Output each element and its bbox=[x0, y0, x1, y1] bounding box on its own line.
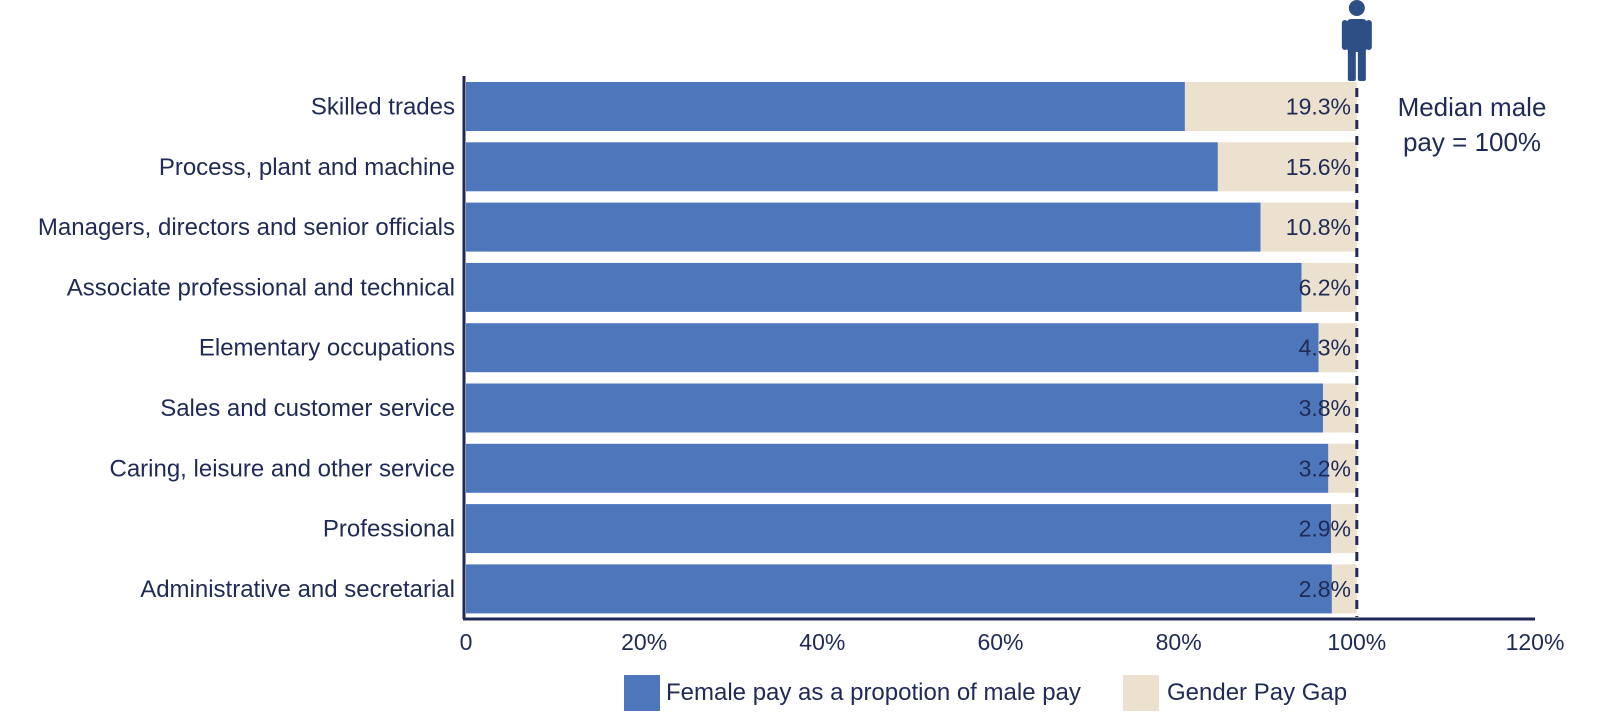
category-label-skilled-trades: Skilled trades bbox=[311, 94, 455, 121]
category-labels: Skilled trades Process, plant and machine… bbox=[38, 94, 455, 603]
legend-swatch-female-pay bbox=[624, 675, 660, 711]
female-pay-bar-sales-and-customer-service bbox=[466, 383, 1323, 433]
female-pay-bar-associate-professional-and-technical bbox=[466, 262, 1302, 312]
legend: Female pay as a propotion of male pay Ge… bbox=[624, 675, 1347, 711]
category-label-process-plant-and-machine: Process, plant and machine bbox=[159, 154, 455, 181]
x-tick-label-20: 20% bbox=[621, 629, 667, 655]
category-label-administrative-and-secretarial: Administrative and secretarial bbox=[140, 576, 455, 603]
gap-value-label-associate-professional-and-technical: 6.2% bbox=[1299, 274, 1351, 300]
category-label-managers-directors-and-senior-officials: Managers, directors and senior officials bbox=[38, 214, 455, 241]
x-tick-labels: 0 20% 40% 60% 80% 100% 120% bbox=[460, 629, 1565, 655]
x-tick-label-120: 120% bbox=[1506, 629, 1565, 655]
female-pay-bar-administrative-and-secretarial bbox=[466, 564, 1332, 614]
x-tick-label-80: 80% bbox=[1156, 629, 1202, 655]
gap-value-label-skilled-trades: 19.3% bbox=[1286, 94, 1351, 120]
gender-gap-bar-caring-leisure-and-other-service bbox=[1328, 443, 1357, 493]
x-tick-label-40: 40% bbox=[799, 629, 845, 655]
gap-value-label-managers-directors-and-senior-officials: 10.8% bbox=[1286, 214, 1351, 240]
legend-swatch-gender-pay-gap bbox=[1123, 675, 1159, 711]
gap-value-label-sales-and-customer-service: 3.8% bbox=[1299, 395, 1351, 421]
category-label-sales-and-customer-service: Sales and customer service bbox=[160, 395, 455, 422]
x-tick-label-100: 100% bbox=[1327, 629, 1386, 655]
legend-label-female-pay: Female pay as a propotion of male pay bbox=[666, 679, 1081, 706]
reference-label-line-2: pay = 100% bbox=[1403, 127, 1541, 157]
gap-value-label-administrative-and-secretarial: 2.8% bbox=[1299, 576, 1351, 602]
gap-value-label-process-plant-and-machine: 15.6% bbox=[1286, 154, 1351, 180]
gender-gap-bar-elementary-occupations bbox=[1318, 323, 1357, 373]
gender-gap-bar-professional bbox=[1330, 504, 1357, 554]
gender-gap-bar-associate-professional-and-technical bbox=[1301, 262, 1357, 312]
gap-value-label-professional: 2.9% bbox=[1299, 516, 1351, 542]
female-pay-bar-professional bbox=[466, 504, 1331, 554]
bars-layer bbox=[466, 82, 1357, 614]
category-label-professional: Professional bbox=[323, 516, 455, 543]
gap-value-labels: 19.3% 15.6% 10.8% 6.2% 4.3% 3.8% 3.2% 2.9% 2.8% bbox=[1286, 94, 1351, 602]
reference-label-line-1: Median male bbox=[1398, 92, 1547, 122]
category-label-elementary-occupations: Elementary occupations bbox=[199, 335, 455, 362]
gender-gap-bar-managers-directors-and-senior-officials bbox=[1260, 202, 1357, 252]
legend-label-gender-pay-gap: Gender Pay Gap bbox=[1167, 679, 1347, 706]
male-person-icon bbox=[1341, 0, 1372, 81]
female-pay-bar-elementary-occupations bbox=[466, 323, 1319, 373]
female-pay-bar-skilled-trades bbox=[466, 82, 1185, 131]
category-label-caring-leisure-and-other-service: Caring, leisure and other service bbox=[109, 455, 455, 482]
female-pay-bar-managers-directors-and-senior-officials bbox=[466, 202, 1261, 252]
x-tick-label-60: 60% bbox=[977, 629, 1023, 655]
axes bbox=[462, 76, 1535, 621]
gender-gap-bar-sales-and-customer-service bbox=[1322, 383, 1357, 433]
female-pay-bar-process-plant-and-machine bbox=[466, 142, 1218, 192]
gap-value-label-elementary-occupations: 4.3% bbox=[1299, 335, 1351, 361]
reference-marker: Median male pay = 100% bbox=[1341, 0, 1547, 617]
gender-gap-bar-administrative-and-secretarial bbox=[1331, 564, 1357, 614]
gender-gap-bar-process-plant-and-machine bbox=[1217, 142, 1357, 192]
category-label-associate-professional-and-technical: Associate professional and technical bbox=[67, 274, 455, 301]
gap-value-label-caring-leisure-and-other-service: 3.2% bbox=[1299, 455, 1351, 481]
x-tick-label-0: 0 bbox=[460, 629, 473, 655]
female-pay-bar-caring-leisure-and-other-service bbox=[466, 443, 1329, 493]
gender-gap-bar-skilled-trades bbox=[1184, 82, 1357, 131]
